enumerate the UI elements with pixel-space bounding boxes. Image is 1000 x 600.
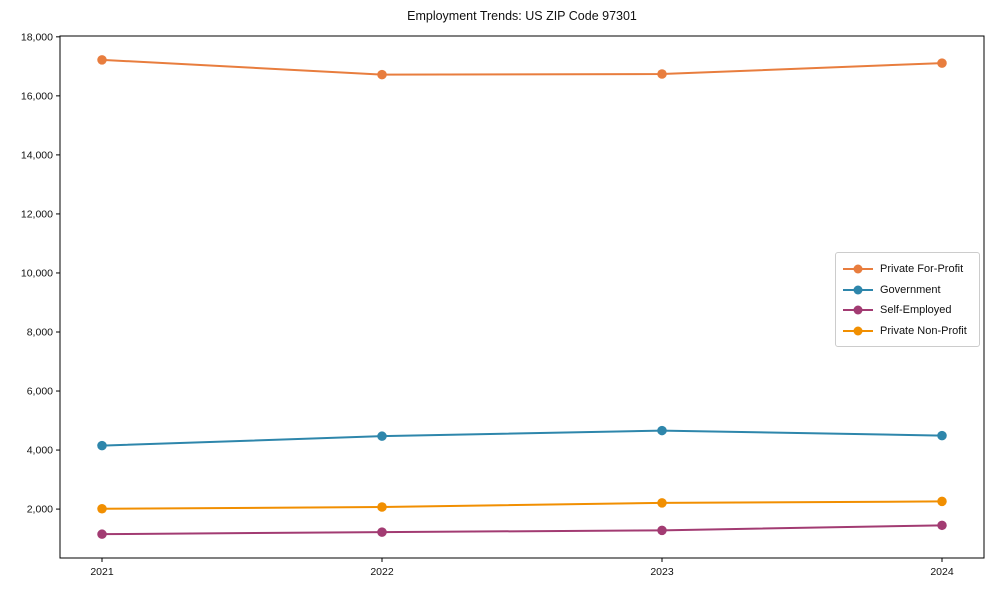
legend-label: Private For-Profit [880, 263, 964, 276]
legend-marker-icon [843, 264, 873, 274]
legend-marker-icon [843, 285, 873, 295]
data-point [377, 502, 387, 512]
y-axis-tick-label: 12,000 [21, 208, 53, 220]
data-point [377, 527, 387, 537]
series-line-private-for-profit [101, 58, 943, 76]
y-axis-tick-label: 2,000 [27, 504, 53, 516]
x-axis-tick-label: 2024 [930, 566, 954, 578]
data-point [937, 520, 947, 531]
chart-title: Employment Trends: US ZIP Code 97301 [407, 9, 637, 23]
series-line-self-employed [101, 524, 943, 536]
data-point [377, 69, 387, 80]
legend-item: Self-Employed [843, 300, 972, 321]
legend-marker-icon [843, 326, 873, 336]
legend-marker-icon [843, 305, 873, 315]
legend-item: Private For-Profit [843, 259, 972, 280]
data-point [97, 55, 107, 65]
y-axis-tick-label: 10,000 [21, 267, 53, 279]
legend: Private For-Profit Government Self-Employe… [835, 252, 980, 347]
legend-item: Private Non-Profit [843, 321, 972, 342]
data-point [97, 440, 107, 451]
x-axis-tick-label: 2023 [650, 566, 674, 578]
data-point [657, 525, 667, 536]
plot-border [59, 35, 985, 559]
data-point [97, 529, 107, 539]
y-axis-tick-label: 18,000 [21, 31, 53, 43]
x-axis-tick-label: 2022 [370, 566, 394, 578]
data-point [937, 496, 947, 507]
legend-label: Self-Employed [880, 304, 952, 317]
data-point [377, 431, 387, 441]
data-point [937, 430, 947, 441]
data-point [97, 504, 107, 514]
data-point [657, 498, 667, 508]
y-axis-tick-label: 6,000 [27, 386, 53, 398]
series-line-government [101, 429, 943, 447]
y-axis-tick-label: 14,000 [21, 149, 53, 161]
legend-label: Government [880, 283, 941, 296]
data-point [937, 58, 947, 68]
series-line-private-non-profit [101, 500, 943, 510]
x-axis-tick-label: 2021 [90, 566, 114, 578]
legend-label: Private Non-Profit [880, 324, 967, 337]
data-point [657, 69, 667, 79]
y-axis-tick-label: 8,000 [27, 326, 53, 338]
y-axis-tick-label: 16,000 [21, 90, 53, 102]
legend-item: Government [843, 280, 972, 301]
data-point [657, 425, 667, 436]
y-axis-tick-label: 4,000 [27, 445, 53, 457]
